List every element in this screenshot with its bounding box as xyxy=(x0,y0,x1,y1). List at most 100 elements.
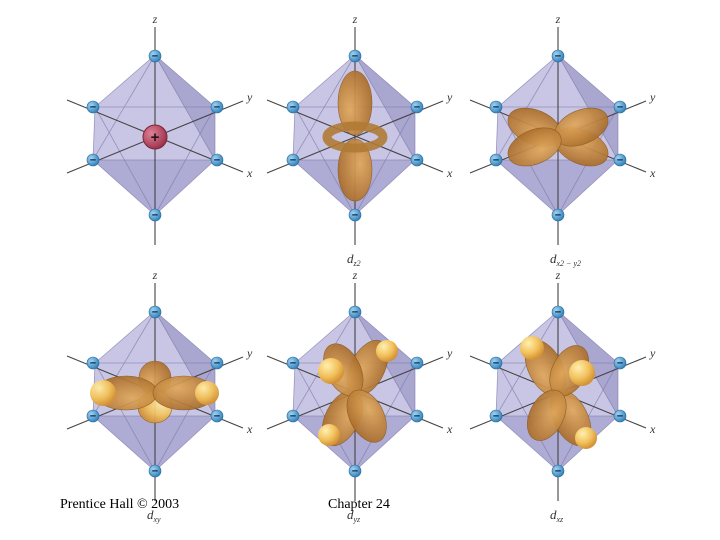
ligand-symbol: − xyxy=(352,307,358,319)
ligand-charge xyxy=(410,409,424,423)
ligand-charge xyxy=(86,153,100,167)
ligand-symbol: − xyxy=(214,155,220,167)
ligand-charge xyxy=(348,305,362,319)
ligand-charge xyxy=(551,305,565,319)
y-axis-label: y xyxy=(446,90,453,104)
ligand-charge xyxy=(489,100,503,114)
ligand-charge xyxy=(86,100,100,114)
octahedron-edge xyxy=(154,415,216,472)
octahedron-edge xyxy=(354,106,416,216)
ligand-charge xyxy=(551,464,565,478)
ligand-charge xyxy=(86,356,100,370)
z-axis-label: z xyxy=(152,268,158,282)
ligand-symbol: − xyxy=(152,307,158,319)
z-axis-label: z xyxy=(152,12,158,26)
ligand-symbol: − xyxy=(290,411,296,423)
ligand-charge xyxy=(613,356,627,370)
lobe-highlight xyxy=(569,360,595,386)
ligand-charge xyxy=(210,153,224,167)
z-axis-label: z xyxy=(352,12,358,26)
lobe xyxy=(337,138,373,202)
ligand-charge xyxy=(286,356,300,370)
octahedron-edge xyxy=(495,415,559,472)
ligand-charge xyxy=(489,409,503,423)
ligand-charge xyxy=(148,464,162,478)
lobe-highlight xyxy=(520,336,544,360)
lobe xyxy=(337,70,373,136)
octahedron-face-bottom xyxy=(93,160,215,215)
ligand-symbol: − xyxy=(555,466,561,478)
orbital-label-subscript: xz xyxy=(556,515,565,524)
octahedron-edge xyxy=(292,362,296,417)
ligand-symbol: − xyxy=(152,210,158,222)
ligand-symbol: − xyxy=(90,102,96,114)
ligand-symbol: − xyxy=(493,411,499,423)
octahedron-edge xyxy=(154,106,216,216)
x-axis-label: x xyxy=(246,166,253,180)
ligand-charge xyxy=(613,153,627,167)
x-axis-label: x xyxy=(246,422,253,436)
lobe-highlight xyxy=(376,340,398,362)
ligand-charge xyxy=(410,100,424,114)
chapter-text: Chapter 24 xyxy=(328,497,390,512)
ligand-charge xyxy=(148,49,162,63)
octahedron-edge xyxy=(292,159,356,216)
octahedron-edge xyxy=(94,54,156,108)
ligand-symbol: − xyxy=(214,358,220,370)
ligand-charge xyxy=(148,208,162,222)
lobe xyxy=(346,389,387,443)
ligand-symbol: − xyxy=(352,210,358,222)
lobe-highlight xyxy=(90,380,116,406)
ligand-symbol: − xyxy=(290,358,296,370)
octahedron-edge xyxy=(154,159,216,216)
ligand-symbol: − xyxy=(555,307,561,319)
ligand-charge xyxy=(210,409,224,423)
x-axis-label: x xyxy=(446,166,453,180)
ligand-symbol: − xyxy=(493,102,499,114)
z-axis-label: z xyxy=(555,268,561,282)
ligand-charge xyxy=(613,409,627,423)
octahedron-edge xyxy=(557,310,619,364)
octahedron-edge xyxy=(154,54,216,108)
central-charge-symbol: + xyxy=(151,129,160,146)
ligand-symbol: − xyxy=(414,102,420,114)
ligand-symbol: − xyxy=(352,466,358,478)
ligand-symbol: − xyxy=(90,155,96,167)
orbital-label-subscript: xy xyxy=(153,515,162,524)
ligand-charge xyxy=(613,100,627,114)
ligand-symbol: − xyxy=(617,102,623,114)
ligand-charge xyxy=(148,305,162,319)
orbital-label: dxz xyxy=(550,507,564,524)
octahedron-edge xyxy=(154,310,216,364)
ligand-symbol: − xyxy=(617,155,623,167)
octahedron-edge xyxy=(354,310,416,364)
ligand-charge xyxy=(551,49,565,63)
octahedron-edge xyxy=(354,54,416,108)
octahedron-edge xyxy=(154,54,216,161)
octahedron-edge xyxy=(92,159,156,216)
ligand-charge xyxy=(286,409,300,423)
x-axis-label: x xyxy=(446,422,453,436)
ligand-charge xyxy=(489,356,503,370)
central-charge xyxy=(142,124,168,150)
ligand-symbol: − xyxy=(90,358,96,370)
octahedron-edge xyxy=(294,106,356,216)
ligand-symbol: − xyxy=(214,102,220,114)
octahedron-edge xyxy=(294,54,356,108)
octahedron-edge xyxy=(294,310,356,364)
x-axis-label: x xyxy=(649,422,656,436)
octahedron-edge xyxy=(557,54,619,161)
ligand-charge xyxy=(210,356,224,370)
octahedron-edge xyxy=(94,310,156,364)
lobe-highlight xyxy=(195,381,219,405)
octahedron-edge xyxy=(495,362,499,417)
ligand-symbol: − xyxy=(414,411,420,423)
octahedron-edge xyxy=(354,54,416,161)
lobe-highlight xyxy=(318,358,344,384)
ligand-symbol: − xyxy=(290,102,296,114)
octahedron-edge xyxy=(292,54,356,161)
ligand-symbol: − xyxy=(90,411,96,423)
ligand-symbol: − xyxy=(414,358,420,370)
lobe xyxy=(526,389,567,441)
octahedron-edge xyxy=(92,415,156,472)
